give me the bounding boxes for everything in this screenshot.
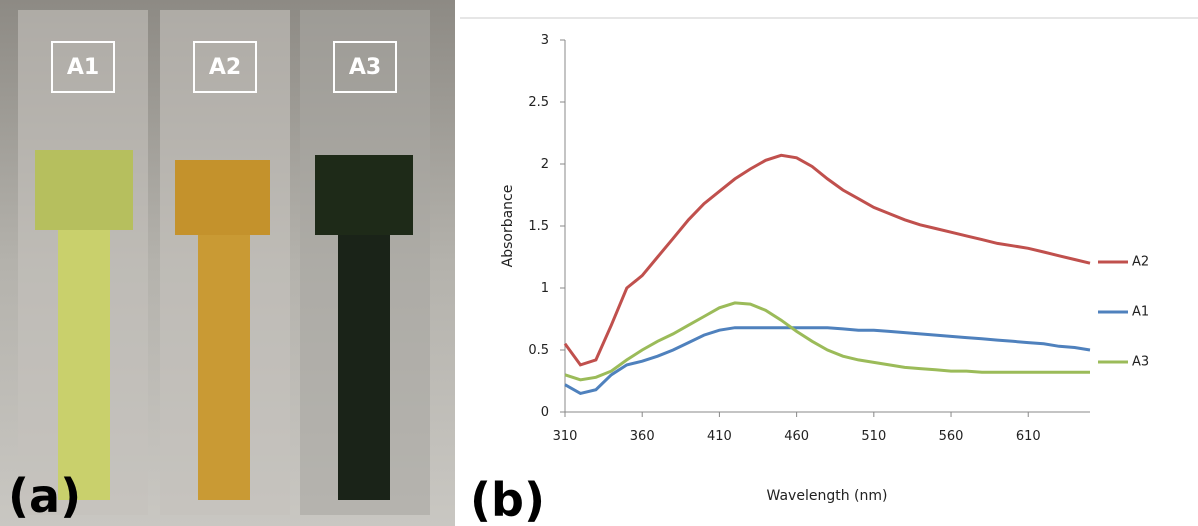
liquid [58,230,110,500]
label-box [193,41,257,93]
label-box [51,41,115,93]
sample-label: A1 [67,55,99,80]
x-tick-label: 410 [707,429,732,444]
x-tick-label: 610 [1016,429,1041,444]
liquid [35,150,133,230]
line [564,301,1090,382]
legend-label: A2 [1132,255,1149,270]
y-tick-label: 2 [541,157,549,172]
legend-label: A1 [1132,305,1149,320]
x-tick-label: 360 [630,429,655,444]
panel-label: (a) [8,469,81,523]
y-tick-label: 2.5 [528,95,549,110]
sample-label: A2 [209,55,241,80]
y-tick-label: 0.5 [528,343,549,358]
liquid [198,235,250,500]
liquid [175,160,270,235]
photo: A1 A2 A3 (a) [0,0,455,526]
liquid [315,155,413,235]
sample-label: A3 [349,55,381,80]
y-tick-label: 0 [541,405,549,420]
y-axis-title: Absorbance [500,185,516,268]
x-tick-label: 510 [861,429,886,444]
liquid [338,235,390,500]
y-tick-label: 1 [541,281,549,296]
y-tick-label: 3 [541,33,549,48]
legend-label: A3 [1132,355,1149,370]
x-tick-label: 460 [784,429,809,444]
x-tick-label: 310 [553,429,578,444]
line [564,326,1091,395]
panel-label: (b) [470,473,545,526]
line [563,153,1091,367]
label-box [333,41,397,93]
x-tick-label: 560 [939,429,964,444]
x-axis-title: Wavelength (nm) [767,488,888,504]
y-tick-label: 1.5 [528,219,549,234]
